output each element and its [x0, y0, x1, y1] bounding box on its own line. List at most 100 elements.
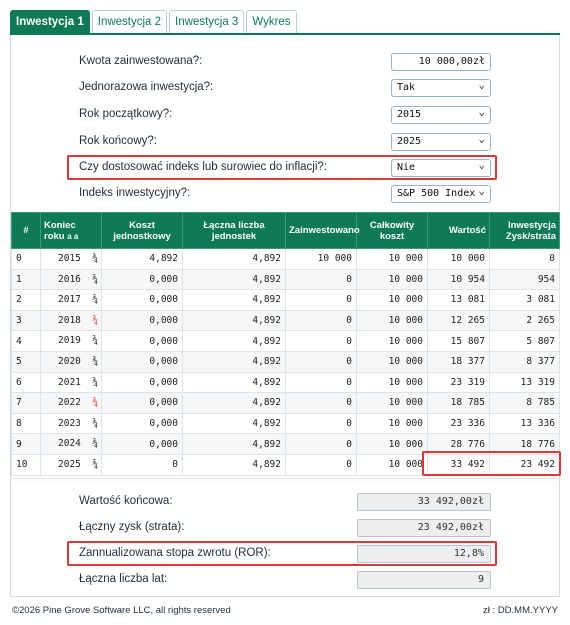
cell-unit-cost: 0: [101, 453, 183, 476]
cell-index: 6: [11, 371, 41, 394]
cell-year: 2019 ¾: [40, 330, 102, 352]
cell-unit-cost: 0,000: [101, 371, 183, 394]
table-row: 10 2025 ¾ 0 4,892 0 10 000 33 492 23 492: [11, 453, 560, 476]
cell-gain: 5 807: [489, 330, 560, 352]
lump-sum-label: Jednorazowa inwestycja?:: [79, 81, 214, 93]
cell-total-units: 4,892: [182, 330, 286, 352]
cell-gain: 18 776: [489, 433, 560, 455]
cell-value: 13 081: [427, 289, 490, 311]
cell-index: 8: [11, 412, 41, 435]
ror-row: Zannualizowana stopa zwrotu (ROR): 12,8%: [79, 545, 491, 563]
tab-wykres[interactable]: Wykres: [246, 10, 297, 34]
cell-year-value: 2023: [58, 417, 81, 429]
cell-total-cost: 10 000: [356, 309, 428, 332]
cell-gain: 2 265: [489, 309, 560, 332]
cell-invested: 0: [285, 392, 357, 414]
cell-gain: 0: [489, 248, 560, 270]
cell-marker: ¾: [92, 438, 98, 450]
cell-total-cost: 10 000: [356, 289, 428, 311]
cell-invested: 0: [285, 412, 357, 435]
cell-marker: ¾: [92, 253, 98, 264]
cell-invested: 10 000: [285, 248, 357, 270]
cell-year-value: 2015: [58, 253, 81, 264]
col-header-unit-cost[interactable]: Koszt jednostkowy: [101, 212, 183, 249]
cell-year-value: 2024: [58, 438, 81, 450]
table-row: 7 2022 ¾ 0,000 4,892 0 10 000 18 785 8 785: [11, 392, 560, 414]
cell-year-value: 2025: [58, 458, 81, 470]
cell-year: 2017 ¾: [40, 289, 102, 311]
end-year-row: Rok końcowy?: 2025: [79, 131, 491, 151]
table-row: 0 2015 ¾ 4,892 4,892 10 000 10 000 10 000 0: [11, 248, 560, 270]
cell-value: 12 265: [427, 309, 490, 332]
inflation-label: Czy dostosować indeks lub surowiec do in…: [79, 161, 328, 173]
table-row: 5 2020 ¾ 0,000 4,892 0 10 000 18 377 8 377: [11, 350, 560, 373]
col-header-year-label: Koniec roku: [44, 219, 76, 242]
col-header-total-cost[interactable]: Całkowity koszt: [356, 212, 428, 249]
cell-year: 2020 ¾: [40, 350, 102, 373]
cell-invested: 0: [285, 453, 357, 476]
cell-year-value: 2019: [58, 335, 81, 347]
cell-unit-cost: 0,000: [101, 412, 183, 435]
index-row: Indeks inwestycyjny?: S&P 500 Index: [79, 183, 491, 203]
tab-inwestycja-3[interactable]: Inwestycja 3: [169, 10, 245, 34]
cell-value: 18 377: [427, 350, 490, 373]
end-year-select[interactable]: 2025: [391, 131, 491, 151]
cell-total-units: 4,892: [182, 248, 286, 270]
cell-invested: 0: [285, 433, 357, 455]
cell-total-cost: 10 000: [356, 268, 428, 291]
cell-unit-cost: 0,000: [101, 309, 183, 332]
col-header-year-sub: a a: [67, 231, 79, 241]
table-body: 0 2015 ¾ 4,892 4,892 10 000 10 000 10 000 0 1 2016…: [11, 248, 560, 476]
lump-sum-select[interactable]: Tak: [391, 77, 491, 97]
table-scrollbar[interactable]: [11, 478, 559, 482]
cell-year: 2021 ¾: [40, 371, 102, 394]
cell-total-cost: 10 000: [356, 433, 428, 455]
col-header-invested[interactable]: Zainwestowano: [285, 212, 360, 249]
col-header-total-units[interactable]: Łączna liczba jednostek: [182, 212, 286, 249]
start-year-select[interactable]: 2015: [391, 104, 491, 124]
cell-invested: 0: [285, 289, 357, 311]
inflation-select[interactable]: Nie: [391, 157, 491, 177]
total-gain-output: 23 492,00zł: [357, 519, 491, 537]
cell-year: 2016 ¾: [40, 268, 102, 291]
ror-label: Zannualizowana stopa zwrotu (ROR):: [79, 547, 271, 559]
cell-year-value: 2021: [58, 376, 81, 388]
cell-index: 4: [11, 330, 41, 352]
table-row: 8 2023 ¾ 0,000 4,892 0 10 000 23 336 13 336: [11, 412, 560, 435]
table-row: 1 2016 ¾ 0,000 4,892 0 10 000 10 954 954: [11, 268, 560, 291]
index-select[interactable]: S&P 500 Index: [391, 183, 491, 203]
tab-inwestycja-2[interactable]: Inwestycja 2: [91, 10, 168, 34]
cell-marker: ¾: [92, 376, 98, 388]
tab-inwestycja-1[interactable]: Inwestycja 1: [10, 10, 90, 34]
cell-invested: 0: [285, 371, 357, 394]
total-gain-row: Łączny zysk (strata): 23 492,00zł: [79, 519, 491, 537]
date-format-text: zł : DD.MM.YYYY: [483, 605, 558, 616]
cell-index: 7: [11, 392, 41, 414]
amount-input[interactable]: 10 000,00zł: [391, 53, 491, 71]
cell-total-units: 4,892: [182, 392, 286, 414]
cell-total-cost: 10 000: [356, 392, 428, 414]
tab-underline: [10, 33, 560, 35]
tab-bar: Inwestycja 1 Inwestycja 2 Inwestycja 3 W…: [10, 10, 299, 34]
cell-index: 9: [11, 433, 41, 455]
cell-gain: 8 377: [489, 350, 560, 373]
cell-total-units: 4,892: [182, 289, 286, 311]
cell-year: 2022 ¾: [40, 392, 102, 414]
table-row: 4 2019 ¾ 0,000 4,892 0 10 000 15 807 5 807: [11, 330, 560, 352]
cell-unit-cost: 0,000: [101, 433, 183, 455]
amount-row: Kwota zainwestowana?: 10 000,00zł: [79, 53, 491, 71]
years-label: Łączna liczba lat:: [79, 573, 168, 585]
col-header-gain[interactable]: Inwestycja Zysk/strata: [489, 212, 560, 249]
investment-table: # Koniec roku a a Koszt jednostkowy Łącz…: [11, 212, 560, 476]
cell-value: 28 776: [427, 433, 490, 455]
cell-total-cost: 10 000: [356, 453, 428, 476]
start-year-label: Rok początkowy?:: [79, 108, 173, 120]
col-header-value[interactable]: Wartość: [427, 212, 490, 249]
col-header-year[interactable]: Koniec roku a a: [40, 212, 102, 249]
ror-output: 12,8%: [357, 545, 491, 563]
end-year-label: Rok końcowy?:: [79, 135, 157, 147]
cell-value: 10 954: [427, 268, 490, 291]
amount-label: Kwota zainwestowana?:: [79, 55, 203, 67]
cell-marker: ¾: [92, 458, 98, 470]
col-header-index[interactable]: #: [11, 212, 41, 249]
